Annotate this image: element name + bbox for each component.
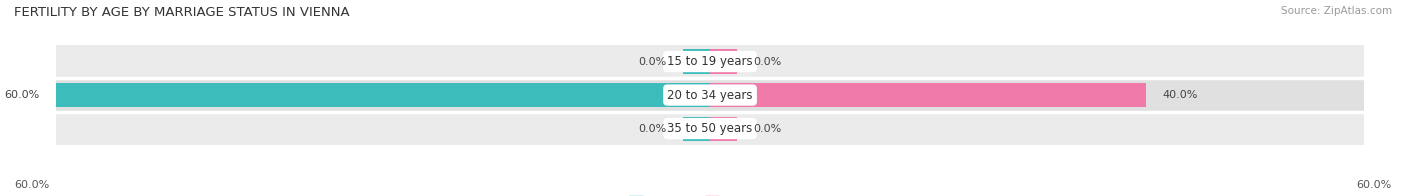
Text: 0.0%: 0.0% bbox=[638, 123, 666, 133]
Bar bbox=[710, 116, 737, 141]
Text: 0.0%: 0.0% bbox=[754, 57, 782, 67]
Bar bbox=[683, 116, 710, 141]
Text: 15 to 19 years: 15 to 19 years bbox=[668, 55, 752, 68]
Text: 60.0%: 60.0% bbox=[14, 180, 49, 190]
Text: 0.0%: 0.0% bbox=[754, 123, 782, 133]
Bar bbox=[710, 49, 737, 74]
Text: 0.0%: 0.0% bbox=[638, 57, 666, 67]
Text: 40.0%: 40.0% bbox=[1163, 90, 1198, 100]
Text: FERTILITY BY AGE BY MARRIAGE STATUS IN VIENNA: FERTILITY BY AGE BY MARRIAGE STATUS IN V… bbox=[14, 6, 350, 19]
Bar bbox=[683, 49, 710, 74]
Bar bbox=[710, 83, 1146, 107]
Text: 20 to 34 years: 20 to 34 years bbox=[668, 89, 752, 102]
Bar bbox=[56, 83, 710, 107]
Bar bbox=[56, 112, 1364, 145]
Bar bbox=[56, 45, 1364, 78]
Text: 35 to 50 years: 35 to 50 years bbox=[668, 122, 752, 135]
Text: 60.0%: 60.0% bbox=[4, 90, 39, 100]
Text: Source: ZipAtlas.com: Source: ZipAtlas.com bbox=[1281, 6, 1392, 16]
Text: 60.0%: 60.0% bbox=[1357, 180, 1392, 190]
Bar bbox=[56, 79, 1364, 112]
